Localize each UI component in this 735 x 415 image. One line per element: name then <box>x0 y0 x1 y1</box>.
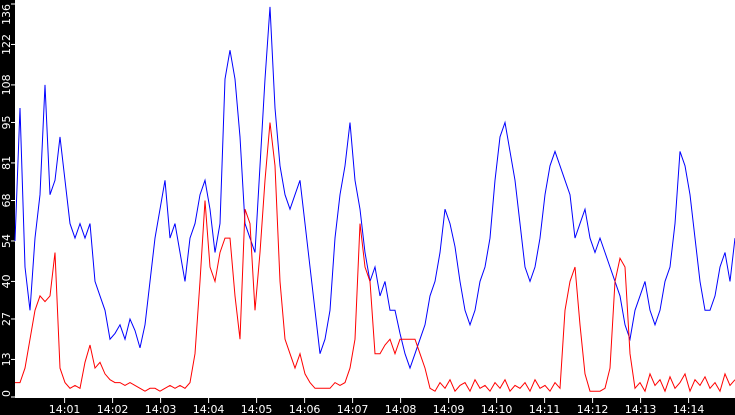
x-tick-label: 14:05 <box>241 403 273 415</box>
plot-area <box>15 0 735 398</box>
x-tick-label: 14:09 <box>433 403 465 415</box>
y-tick-label: 108 <box>0 74 13 95</box>
x-tick-label: 14:14 <box>673 403 705 415</box>
x-axis: 14:01 14:02 14:03 14:04 14:05 14:06 14:07 14:08… <box>49 398 705 415</box>
y-tick-label: 122 <box>0 34 13 55</box>
y-tick-label: 95 <box>0 115 13 129</box>
y-tick-label: 27 <box>0 312 13 326</box>
x-tick-label: 14:07 <box>337 403 369 415</box>
x-tick-label: 14:06 <box>289 403 321 415</box>
series-line-2 <box>15 122 735 393</box>
y-tick-label: 0 <box>0 390 13 397</box>
y-tick-label: 136 <box>0 4 13 25</box>
x-tick-label: 14:02 <box>97 403 129 415</box>
y-tick-label: 13 <box>0 352 13 366</box>
x-tick-label: 14:01 <box>49 403 81 415</box>
x-tick-label: 14:08 <box>385 403 417 415</box>
x-tick-label: 14:11 <box>529 403 561 415</box>
y-tick-label: 40 <box>0 274 13 288</box>
y-tick-label: 54 <box>0 234 13 248</box>
y-tick-label: 81 <box>0 156 13 170</box>
x-tick-label: 14:03 <box>145 403 177 415</box>
y-tick-label: 68 <box>0 194 13 208</box>
x-tick-label: 14:10 <box>481 403 513 415</box>
x-tick-label: 14:12 <box>577 403 609 415</box>
x-tick-label: 14:13 <box>625 403 657 415</box>
x-tick-label: 14:04 <box>193 403 225 415</box>
y-axis: 0 13 27 40 54 68 81 95 108 122 136 <box>0 3 15 398</box>
series-group <box>14 6 735 393</box>
